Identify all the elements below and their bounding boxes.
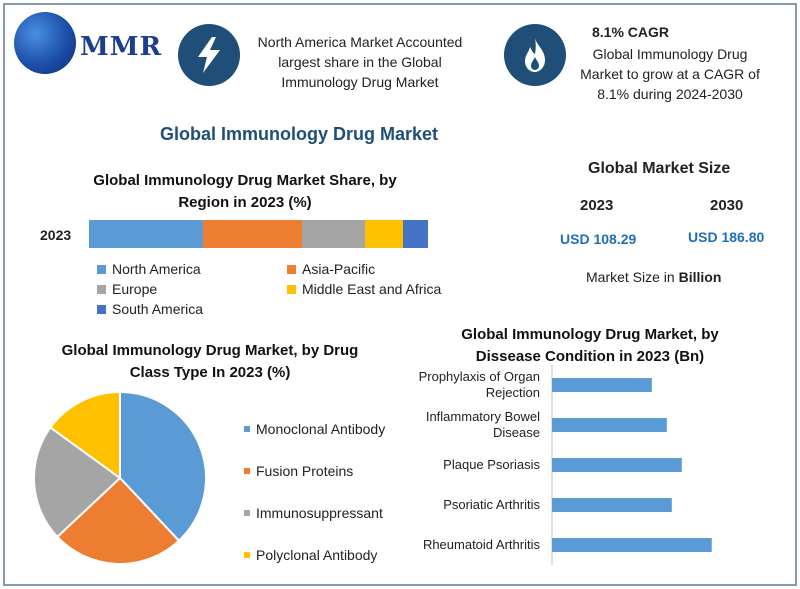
drug-class-pie-chart (33, 390, 207, 565)
disease-category-label-psoriatic-arthritis: Psoriatic Arthritis (443, 497, 540, 512)
disease-bar-plaque-psoriasis (552, 458, 682, 472)
disease-bar-prophylaxis-of-organ-rejection (552, 378, 652, 392)
legend-swatch (244, 426, 250, 432)
legend-swatch (244, 468, 250, 474)
legend-label: North America (112, 261, 201, 277)
disease-category-label-rheumatoid-arthritis: Rheumatoid Arthritis (423, 537, 541, 552)
disease-bar-inflammatory-bowel-disease (552, 418, 667, 432)
pie-slice-immunosuppressant (33, 426, 122, 539)
infographic-frame (3, 3, 797, 586)
legend-label: South America (112, 301, 204, 317)
region-bar-segment-south-america (403, 220, 428, 248)
region-legend-item-middle-east-and-africa: Middle East and Africa (287, 281, 467, 297)
disease-category-label-prophylaxis-of-organ-rejection: Prophylaxis of Organ Rejection (419, 369, 540, 400)
region-bar-segment-north-america (89, 220, 203, 248)
legend-label: Polyclonal Antibody (256, 547, 378, 563)
market-size-title: Global Market Size (588, 160, 731, 177)
pie-legend-item-fusion-proteins: Fusion Proteins (244, 450, 385, 492)
disease-category-label-plaque-psoriasis: Plaque Psoriasis (443, 457, 540, 472)
region-legend-item-asia-pacific: Asia-Pacific (287, 261, 467, 277)
market-value-2030: USD 186.80 (688, 229, 765, 245)
region-chart-title: Global Immunology Drug Market Share, by … (93, 172, 397, 211)
disease-bar-chart: Prophylaxis of Organ Rejection Inflammator… (419, 365, 712, 565)
market-size-note: Market Size in Billion (586, 269, 721, 285)
market-size-note-prefix: Market Size in (586, 269, 679, 285)
region-bar-segment-asia-pacific (202, 220, 302, 248)
legend-label: Asia-Pacific (302, 261, 376, 277)
disease-chart-title: Global Immunology Drug Market, by Dissea… (461, 326, 719, 365)
region-year-label: 2023 (40, 227, 72, 243)
region-legend-item-north-america: North America (97, 261, 287, 277)
brand-logo-text: MMR (80, 32, 163, 62)
drug-class-chart-title: Global Immunology Drug Market, by Drug C… (61, 342, 359, 381)
legend-label: Monoclonal Antibody (256, 421, 386, 437)
legend-swatch (287, 284, 296, 294)
pie-legend-item-monoclonal-antibody: Monoclonal Antibody (244, 408, 385, 450)
legend-swatch (97, 284, 106, 294)
region-bar-segment-middle-east-and-africa (365, 220, 404, 248)
pie-legend-item-polyclonal-antibody: Polyclonal Antibody (244, 534, 385, 576)
legend-swatch (244, 552, 250, 558)
disease-bar-psoriatic-arthritis (552, 498, 672, 512)
region-stacked-bar (89, 220, 428, 248)
legend-swatch (287, 264, 296, 274)
disease-category-label-inflammatory-bowel-disease: Inflammatory Bowel Disease (426, 409, 540, 440)
legend-swatch (244, 510, 250, 516)
north-america-highlight: North America Market Accounted largest s… (257, 34, 463, 90)
region-legend: North America Asia-Pacific Europe Middle Ea… (97, 261, 467, 317)
legend-swatch (97, 304, 106, 314)
cagr-title: 8.1% CAGR (592, 24, 670, 40)
pie-slice-polyclonal-antibody (49, 390, 121, 480)
globe-logo-icon (14, 12, 76, 74)
region-legend-item-south-america: South America (97, 301, 287, 317)
disease-bar-rheumatoid-arthritis (552, 538, 712, 552)
drug-class-legend: Monoclonal Antibody Fusion Proteins Immuno… (244, 408, 385, 576)
cagr-description: Global Immunology Drug Market to grow at… (580, 46, 760, 102)
legend-label: Immunosuppressant (256, 505, 383, 521)
pie-slice-fusion-proteins (55, 476, 181, 565)
region-bar-segment-europe (301, 220, 366, 248)
market-year-2023: 2023 (580, 197, 614, 214)
market-size-note-unit: Billion (678, 269, 722, 285)
page-title: Global Immunology Drug Market (160, 124, 439, 144)
legend-label: Europe (112, 281, 158, 297)
legend-label: Fusion Proteins (256, 463, 354, 479)
pie-legend-item-immunosuppressant: Immunosuppressant (244, 492, 385, 534)
market-year-2030: 2030 (710, 197, 744, 214)
market-value-2023: USD 108.29 (560, 231, 637, 247)
legend-swatch (97, 264, 106, 274)
legend-label: Middle East and Africa (302, 281, 442, 297)
pie-slice-monoclonal-antibody (119, 390, 207, 543)
lightning-icon (178, 24, 240, 86)
region-legend-item-europe: Europe (97, 281, 287, 297)
flame-icon (504, 24, 566, 86)
